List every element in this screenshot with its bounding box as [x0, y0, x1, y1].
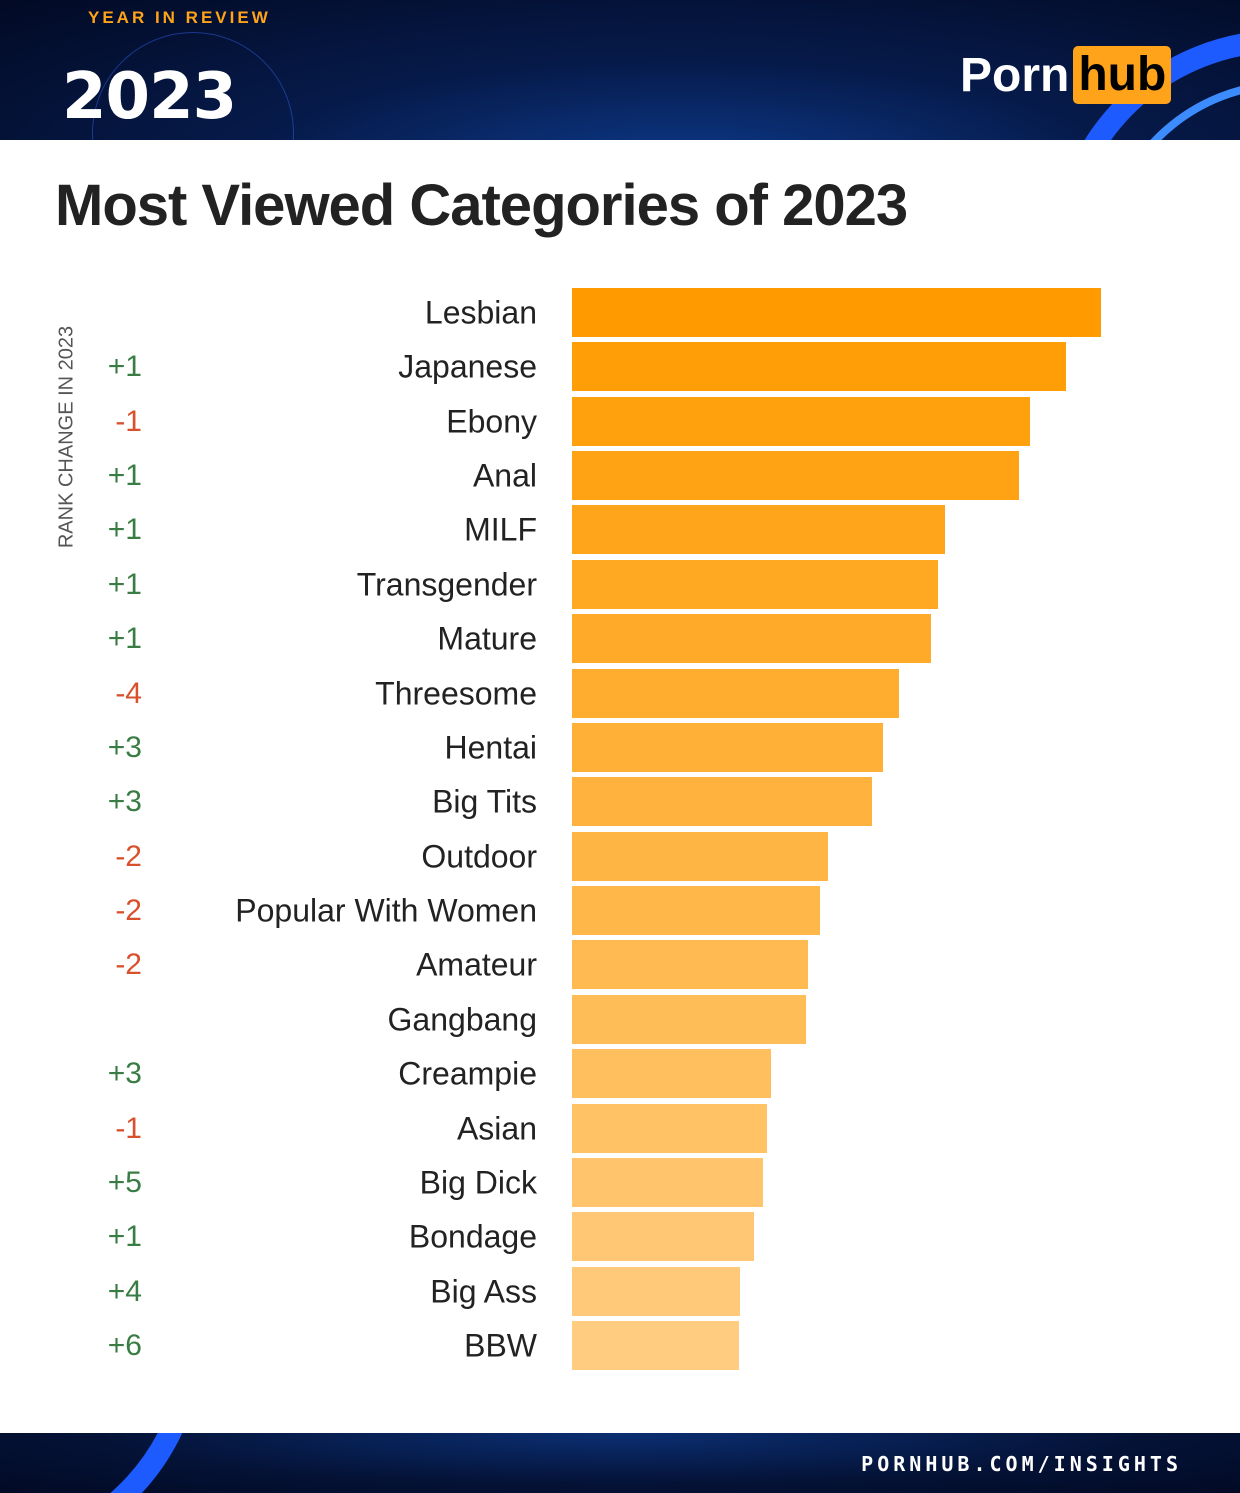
insights-url[interactable]: PORNHUB.COM/INSIGHTS — [861, 1452, 1182, 1476]
category-label: Transgender — [356, 566, 537, 603]
pornhub-logo: Porn hub — [960, 46, 1172, 104]
rank-change-value: +1 — [107, 350, 142, 384]
bar-lesbian — [572, 288, 1101, 337]
rank-change-value: +3 — [107, 1057, 142, 1091]
category-label: Amateur — [416, 946, 537, 983]
bar-hentai — [572, 722, 884, 772]
bar-big-ass — [572, 1266, 741, 1316]
bar-japanese — [572, 342, 1067, 392]
category-label: Outdoor — [421, 838, 537, 875]
category-label: Ebony — [446, 403, 537, 440]
bar-threesome — [572, 668, 899, 718]
rank-change-value: -1 — [115, 1111, 142, 1145]
chart-title: Most Viewed Categories of 2023 — [55, 173, 908, 238]
rank-change-value: +1 — [107, 459, 142, 493]
category-label: Popular With Women — [235, 892, 537, 929]
category-label: Asian — [456, 1110, 537, 1147]
bar-big-dick — [572, 1157, 763, 1207]
bar-milf — [572, 505, 945, 555]
bar-big-tits — [572, 777, 872, 827]
bar-creampie — [572, 1049, 771, 1099]
category-label: Gangbang — [387, 1001, 537, 1038]
rank-change-value: -2 — [115, 948, 142, 982]
category-label: Threesome — [375, 675, 537, 712]
bar-bondage — [572, 1212, 754, 1262]
rank-change-value: -4 — [115, 676, 142, 710]
rank-change-value: +1 — [107, 513, 142, 547]
category-label: Big Tits — [432, 783, 537, 820]
rank-change-value: -1 — [115, 404, 142, 438]
category-label: MILF — [464, 511, 537, 548]
bar-mature — [572, 614, 932, 664]
rank-change-value: +1 — [107, 622, 142, 656]
category-label: Mature — [437, 620, 537, 657]
bar-outdoor — [572, 831, 829, 881]
bar-bbw — [572, 1321, 740, 1371]
rank-change-value: +5 — [107, 1165, 142, 1199]
category-label: Lesbian — [424, 294, 537, 331]
bar-ebony — [572, 396, 1031, 446]
bar-gangbang — [572, 994, 806, 1044]
category-label: Bondage — [408, 1218, 537, 1255]
rank-change-label: RANK CHANGE IN 2023 — [55, 325, 78, 549]
decorative-arc — [0, 1433, 204, 1493]
bar-popular-with-women — [572, 886, 821, 936]
header-banner: YEAR IN REVIEW 2023 Porn hub — [0, 0, 1240, 140]
rank-change-value: +3 — [107, 785, 142, 819]
category-label: BBW — [464, 1327, 537, 1364]
rank-change-value: -2 — [115, 839, 142, 873]
bar-anal — [572, 451, 1019, 501]
category-label: Big Ass — [430, 1273, 537, 1310]
year-in-review-badge: YEAR IN REVIEW — [88, 8, 271, 27]
bar-amateur — [572, 940, 808, 990]
rank-change-value: +1 — [107, 1220, 142, 1254]
category-label: Hentai — [444, 729, 538, 766]
bar-asian — [572, 1103, 768, 1153]
rank-change-value: +6 — [107, 1329, 142, 1363]
category-label: Creampie — [398, 1055, 537, 1092]
category-label: Big Dick — [419, 1164, 537, 1201]
rank-change-value: +4 — [107, 1274, 142, 1308]
category-label: Anal — [472, 457, 537, 494]
year-badge: 2023 — [62, 60, 237, 134]
footer-banner — [0, 1433, 1240, 1493]
rank-change-value: -2 — [115, 894, 142, 928]
rank-change-value: +3 — [107, 730, 142, 764]
category-label: Japanese — [398, 348, 537, 385]
bar-transgender — [572, 559, 939, 609]
rank-change-value: +1 — [107, 567, 142, 601]
